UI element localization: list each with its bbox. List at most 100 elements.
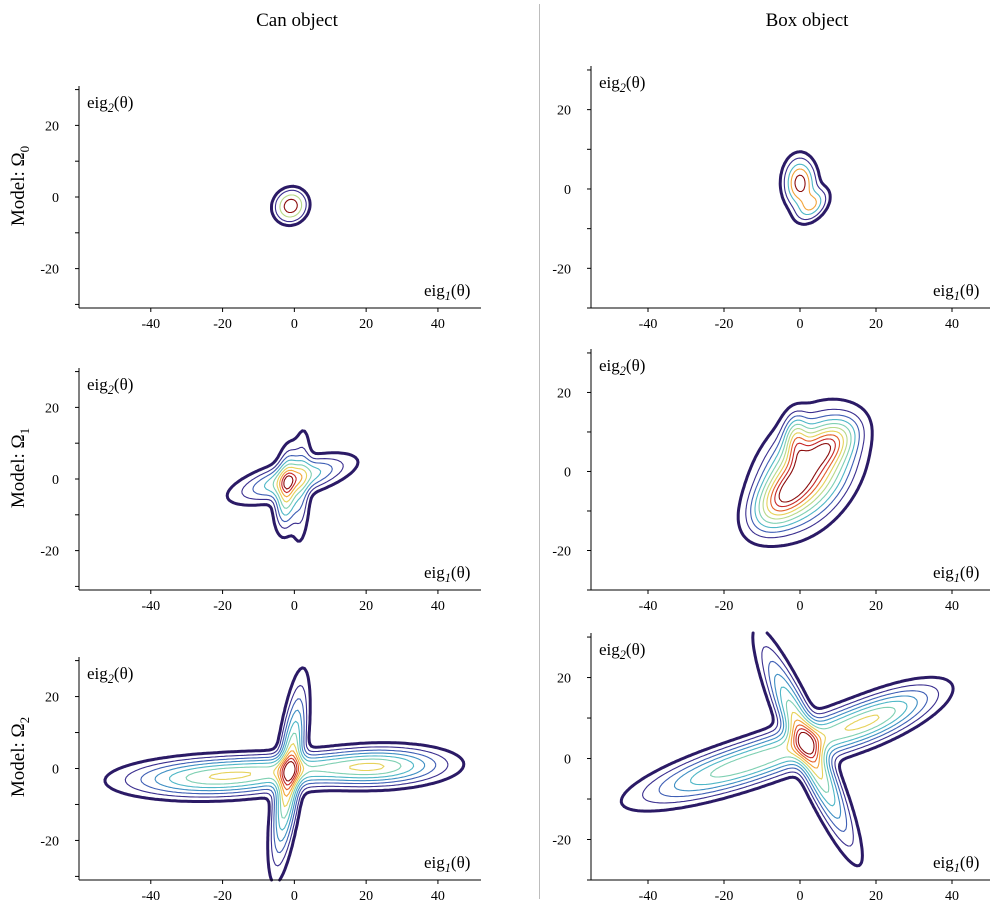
contour-level-11 [283, 760, 296, 782]
x-tick-label: 0 [797, 599, 804, 614]
x-tick-label: 40 [945, 317, 959, 332]
x-tick-label: -20 [715, 599, 734, 614]
contour-level-2 [241, 446, 344, 529]
x-tick-label: 20 [869, 599, 883, 614]
contour-level-9 [793, 724, 820, 763]
panel-box-omega1: -40 -20 0 20 40 -20 0 20 eig1(θ) eig2(θ) [552, 349, 990, 614]
contour-level-3 [750, 414, 860, 533]
x-axis-label: eig1(θ) [424, 853, 470, 875]
contour-level-2 [274, 189, 307, 223]
x-tick-label: 20 [869, 889, 883, 903]
contour-level-5 [758, 423, 852, 524]
panel-can-omega1: -40 -20 0 20 40 -20 0 20 eig1(θ) eig2(θ) [40, 368, 481, 614]
contour-level-1 [619, 631, 955, 868]
contour-level-1 [270, 184, 312, 228]
y-axis-label: eig2(θ) [87, 93, 133, 115]
panel-can-omega2: -40 -20 0 20 40 -20 0 20 eig1(θ) eig2(θ) [40, 657, 481, 903]
contour-level-6 [710, 699, 896, 793]
contour-level-3 [252, 454, 333, 523]
x-tick-label: -40 [141, 317, 160, 332]
x-tick-label: -20 [213, 317, 232, 332]
contour-level-2 [124, 684, 449, 867]
x-tick-label: -20 [213, 599, 232, 614]
x-tick-label: 40 [431, 889, 445, 903]
row-label-model-0: Model: Ω0 [8, 146, 32, 226]
contour-level-3 [279, 194, 303, 218]
y-tick-label: 20 [557, 104, 571, 119]
contour-level-1 [225, 429, 360, 543]
y-tick-label: 0 [564, 183, 571, 198]
x-tick-label: 0 [291, 599, 298, 614]
x-axis-label: eig1(θ) [424, 563, 470, 585]
y-tick-label: -20 [552, 262, 571, 277]
x-tick-label: -40 [141, 889, 160, 903]
contour-level-4 [754, 418, 856, 529]
column-title-box: Box object [765, 10, 849, 31]
x-tick-label: -40 [639, 599, 658, 614]
contour-level-4 [673, 673, 918, 819]
y-tick-label: 0 [52, 191, 59, 206]
x-axis-label: eig1(θ) [933, 563, 979, 585]
contour-level-7 [786, 711, 880, 780]
contour-level-10 [778, 442, 832, 503]
contour-level-4 [154, 709, 426, 842]
x-tick-label: -20 [715, 889, 734, 903]
contour-level-3 [787, 163, 822, 216]
column-title-can: Can object [256, 10, 338, 31]
panel-can-omega0: -40 -20 0 20 40 -20 0 20 eig1(θ) eig2(θ) [40, 86, 481, 332]
contour-level-8 [277, 750, 302, 797]
contour-level-8 [281, 472, 297, 494]
y-tick-label: 0 [52, 473, 59, 488]
y-tick-label: 20 [45, 691, 59, 706]
x-tick-label: 40 [431, 599, 445, 614]
contour-level-5 [794, 174, 806, 193]
contour-level-4 [790, 168, 817, 211]
contour-level-1 [736, 397, 874, 548]
x-tick-label: -20 [213, 889, 232, 903]
y-axis-label: eig2(θ) [87, 375, 133, 397]
x-axis-label: eig1(θ) [424, 281, 470, 303]
contour-level-7 [208, 743, 385, 808]
contour-level-5 [272, 463, 312, 509]
contour-level-6 [276, 466, 308, 503]
x-tick-label: -40 [141, 599, 160, 614]
contour-level-2 [642, 646, 940, 847]
contour-level-10 [795, 728, 817, 759]
x-tick-label: 40 [945, 599, 959, 614]
contour-level-8 [790, 719, 822, 769]
x-axis-label: eig1(θ) [933, 853, 979, 875]
x-tick-label: -20 [715, 317, 734, 332]
x-tick-label: 0 [291, 889, 298, 903]
x-tick-label: 20 [359, 317, 373, 332]
x-tick-label: 0 [797, 317, 804, 332]
contour-level-4 [263, 459, 322, 516]
contour-level-3 [658, 660, 928, 832]
contour-level-6 [762, 426, 848, 520]
x-tick-label: -40 [639, 317, 658, 332]
contour-level-7 [766, 430, 844, 516]
x-tick-label: 40 [431, 317, 445, 332]
contour-level-9 [279, 754, 300, 791]
contour-level-5 [690, 686, 908, 807]
y-tick-label: -20 [552, 544, 571, 559]
x-axis-label: eig1(θ) [933, 281, 979, 303]
panel-box-omega0: -40 -20 0 20 40 -20 0 20 eig1(θ) eig2(θ) [552, 66, 990, 332]
contour-level-2 [783, 157, 827, 221]
contour-level-2 [745, 408, 865, 539]
y-axis-label: eig2(θ) [599, 640, 645, 662]
x-tick-label: 40 [945, 889, 959, 903]
row-label-model-1: Model: Ω1 [8, 428, 32, 508]
x-tick-label: -40 [639, 889, 658, 903]
y-tick-label: -20 [552, 834, 571, 849]
y-tick-label: 0 [564, 753, 571, 768]
contour-level-10 [281, 757, 298, 786]
y-tick-label: 20 [557, 386, 571, 401]
contour-level-6 [185, 732, 402, 819]
contour-level-8 [770, 434, 841, 512]
row-label-model-2: Model: Ω2 [8, 717, 32, 797]
contour-level-4 [283, 198, 298, 214]
y-axis-label: eig2(θ) [599, 73, 645, 95]
y-tick-label: 20 [45, 401, 59, 416]
contour-level-1 [778, 150, 832, 226]
